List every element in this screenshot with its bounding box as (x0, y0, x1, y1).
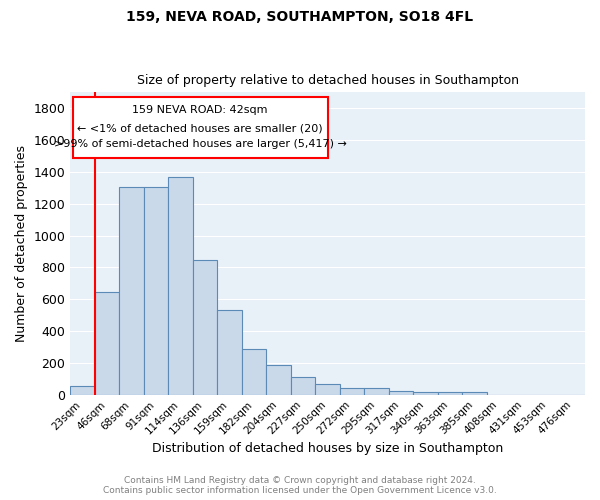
Bar (193, 260, 217, 394)
FancyBboxPatch shape (73, 97, 328, 158)
Bar (70, 386, 95, 394)
Bar (364, 388, 389, 394)
Text: 159 NEVA ROAD: 42sqm: 159 NEVA ROAD: 42sqm (133, 106, 268, 116)
Bar (266, 366, 291, 394)
Bar (217, 310, 242, 394)
Bar (413, 392, 438, 394)
Bar (316, 384, 340, 394)
Bar (291, 377, 316, 394)
Title: Size of property relative to detached houses in Southampton: Size of property relative to detached ho… (137, 74, 518, 87)
Bar (438, 392, 463, 394)
Bar (340, 388, 364, 394)
Text: >99% of semi-detached houses are larger (5,417) →: >99% of semi-detached houses are larger … (54, 140, 347, 149)
Bar (119, 187, 144, 394)
Text: 159, NEVA ROAD, SOUTHAMPTON, SO18 4FL: 159, NEVA ROAD, SOUTHAMPTON, SO18 4FL (127, 10, 473, 24)
X-axis label: Distribution of detached houses by size in Southampton: Distribution of detached houses by size … (152, 442, 503, 455)
Bar (463, 392, 487, 394)
Text: ← <1% of detached houses are smaller (20): ← <1% of detached houses are smaller (20… (77, 124, 323, 134)
Bar (144, 187, 169, 394)
Bar (95, 292, 119, 394)
Bar (389, 390, 413, 394)
Bar (169, 176, 193, 394)
Text: Contains HM Land Registry data © Crown copyright and database right 2024.
Contai: Contains HM Land Registry data © Crown c… (103, 476, 497, 495)
Y-axis label: Number of detached properties: Number of detached properties (15, 145, 28, 342)
Bar (242, 350, 266, 395)
